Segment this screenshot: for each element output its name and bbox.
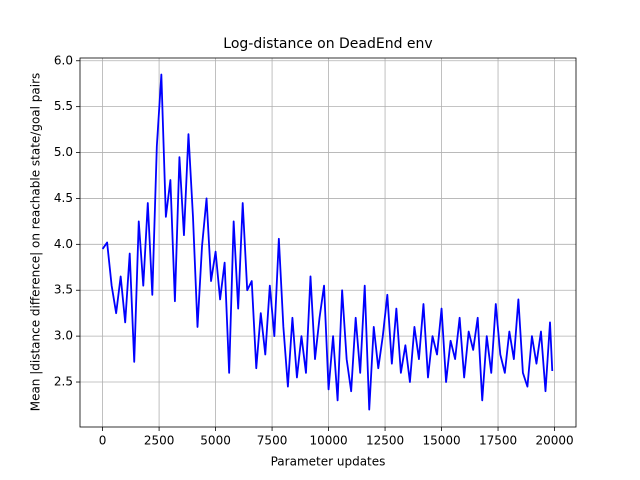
- x-tick-label: 2500: [144, 434, 175, 448]
- plot-frame: [79, 57, 577, 428]
- x-tick-label: 12500: [366, 434, 404, 448]
- data-line: [101, 73, 554, 411]
- y-tick-label: 5.0: [54, 145, 73, 159]
- x-tick-label: 20000: [535, 434, 573, 448]
- y-tick-label: 4.5: [54, 191, 73, 205]
- y-tick-label: 2.5: [54, 375, 73, 389]
- x-tick-label: 5000: [200, 434, 231, 448]
- chart-title: Log-distance on DeadEnd env: [223, 36, 432, 52]
- y-tick-label: 4.0: [54, 237, 73, 251]
- x-tick-label: 15000: [422, 434, 460, 448]
- y-tick-label: 6.0: [54, 53, 73, 67]
- x-axis-label: Parameter updates: [271, 455, 386, 469]
- y-tick-label: 3.5: [54, 283, 73, 297]
- x-tick-label: 17500: [479, 434, 517, 448]
- x-tick-label: 10000: [309, 434, 347, 448]
- x-tick-label: 0: [99, 434, 107, 448]
- y-tick-label: 3.0: [54, 329, 73, 343]
- x-tick-label: 7500: [257, 434, 288, 448]
- y-axis-label: Mean |distance difference| on reachable …: [29, 73, 43, 412]
- y-tick-label: 5.5: [54, 99, 73, 113]
